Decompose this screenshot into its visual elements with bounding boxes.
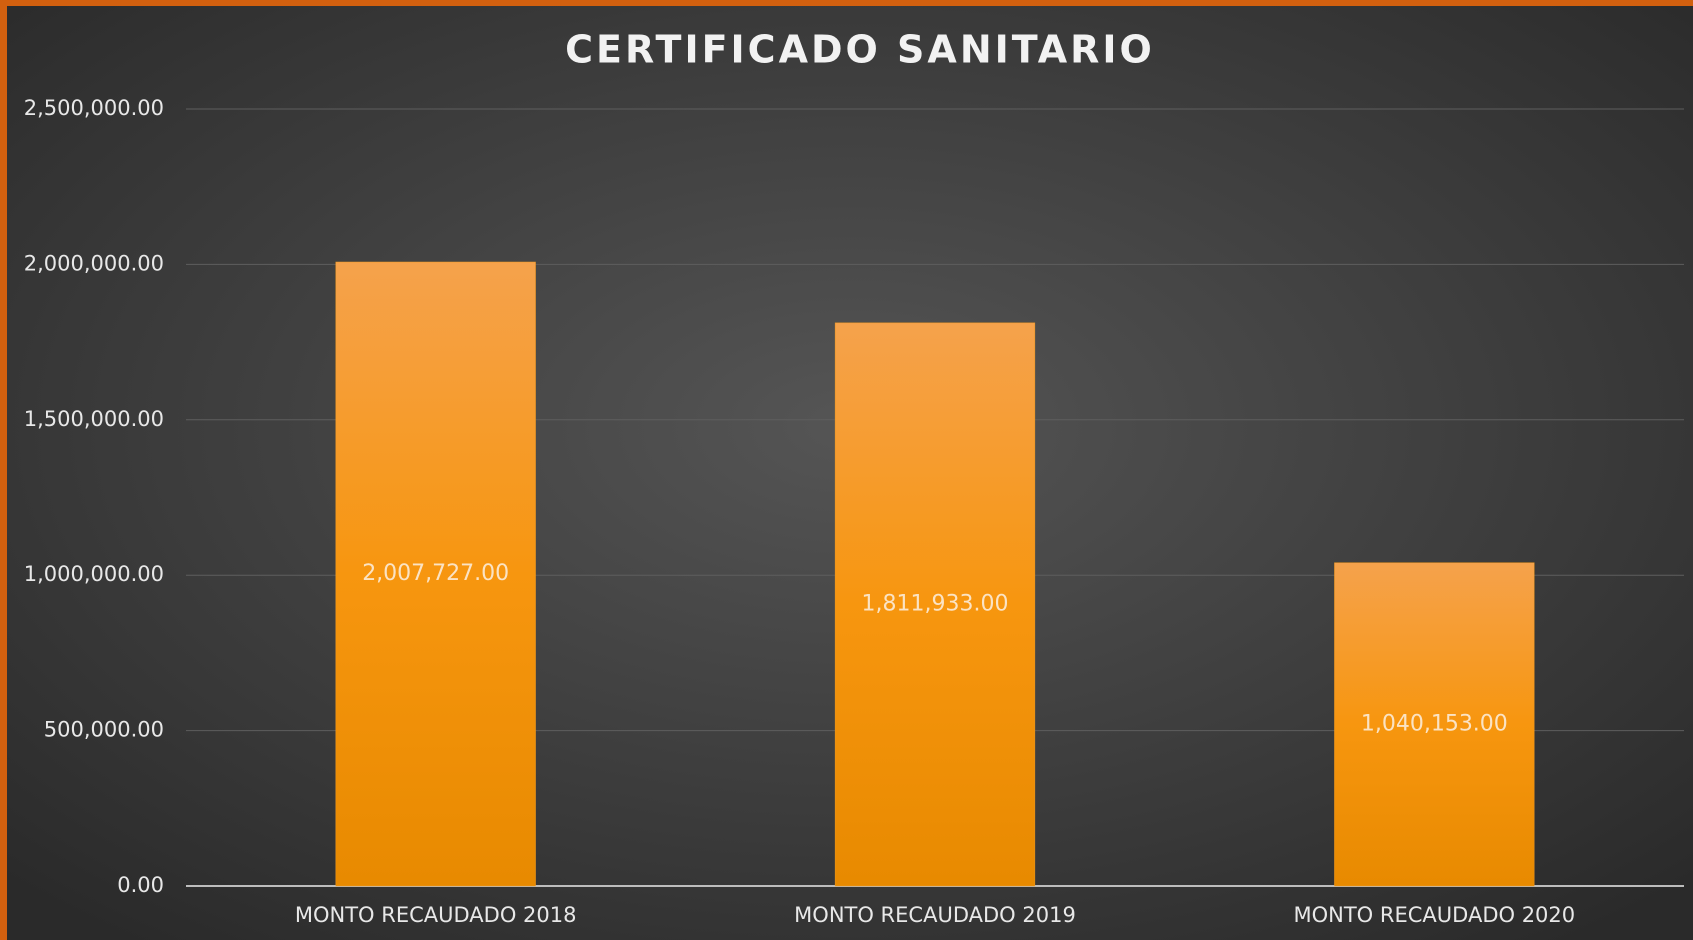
data-label: 1,811,933.00 [862, 591, 1009, 616]
data-label: 1,040,153.00 [1361, 711, 1508, 736]
x-tick-label: MONTO RECAUDADO 2019 [794, 903, 1076, 927]
data-label: 2,007,727.00 [362, 561, 509, 586]
y-tick-label: 2,500,000.00 [24, 96, 164, 120]
y-tick-label: 2,000,000.00 [24, 251, 164, 275]
y-tick-label: 0.00 [117, 873, 164, 897]
bar [335, 261, 536, 887]
bar [834, 322, 1036, 887]
x-tick-label: MONTO RECAUDADO 2018 [295, 903, 577, 927]
y-tick-label: 500,000.00 [44, 718, 164, 742]
x-tick-label: MONTO RECAUDADO 2020 [1294, 903, 1576, 927]
bar [1334, 562, 1535, 887]
y-tick-label: 1,500,000.00 [24, 407, 164, 431]
y-tick-label: 1,000,000.00 [24, 562, 164, 586]
chart-title: CERTIFICADO SANITARIO [565, 28, 1155, 72]
